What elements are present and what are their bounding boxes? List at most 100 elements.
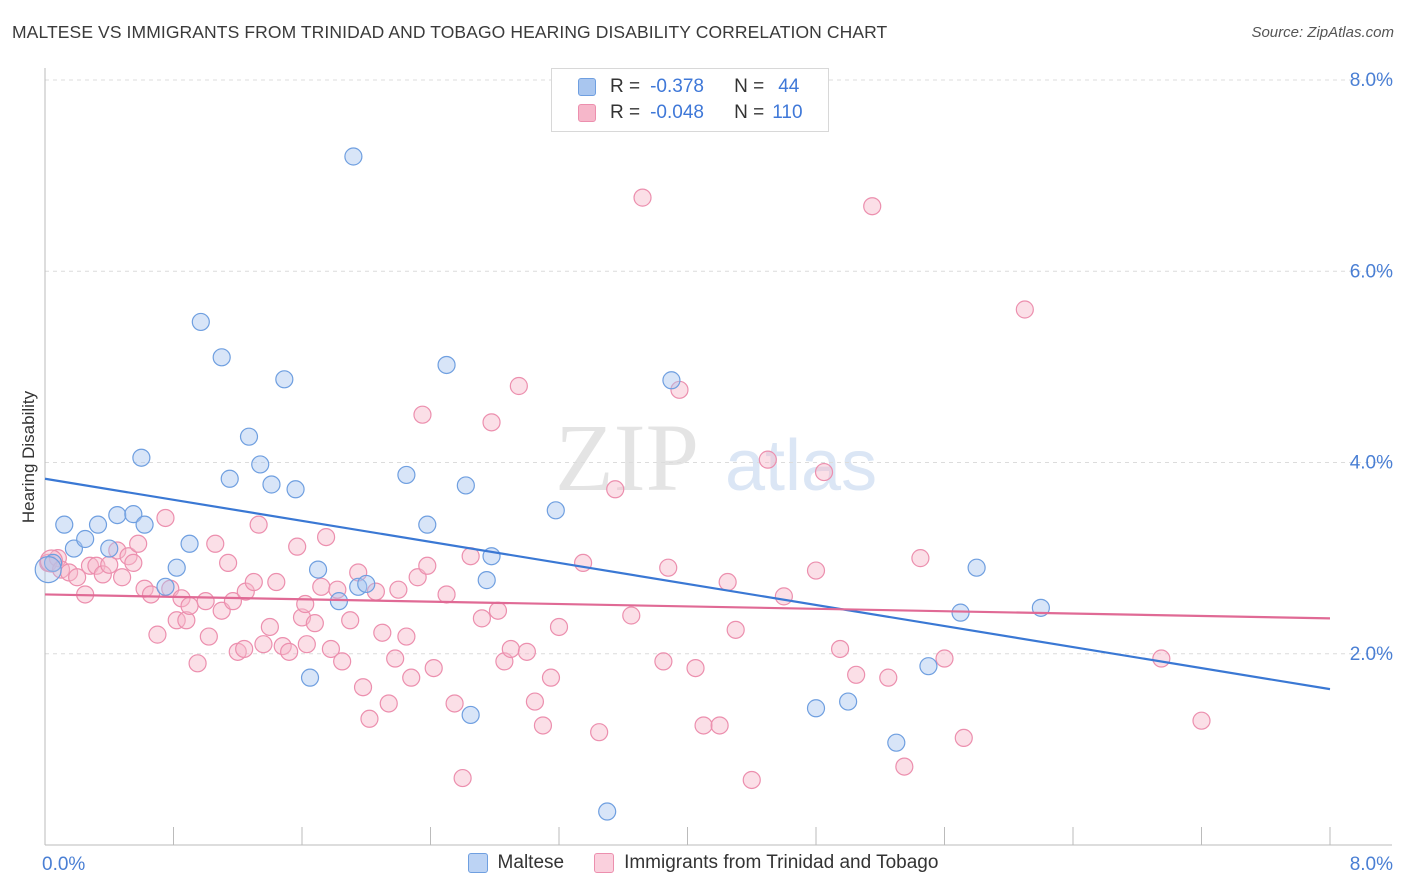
maltese-point: [212, 348, 231, 367]
y-tick-label: 4.0%: [1350, 453, 1393, 474]
trinidad-point: [453, 768, 472, 788]
maltese-point: [251, 455, 270, 474]
y-axis-label: Hearing Disability: [19, 390, 38, 523]
maltese-point: [456, 476, 475, 495]
trinidad-point: [328, 580, 347, 599]
trinidad-point: [177, 611, 196, 630]
trinidad-point: [129, 534, 148, 553]
trinidad-point: [288, 537, 307, 556]
legend-item-maltese[interactable]: Maltese: [467, 852, 565, 874]
trinidad-point: [590, 723, 609, 742]
trinidad-point: [413, 405, 432, 424]
trinidad-point: [437, 585, 456, 604]
maltese-point-cluster: [34, 555, 62, 584]
trinidad-point: [488, 601, 508, 620]
maltese-point: [76, 529, 95, 549]
maltese-point: [887, 733, 906, 752]
trinidad-point: [397, 627, 416, 646]
trinidad-point: [100, 555, 119, 574]
trinidad-point: [758, 450, 777, 469]
trinidad-point: [517, 642, 536, 661]
maltese-point: [191, 312, 210, 332]
trinidad-point: [418, 556, 437, 575]
maltese-point: [124, 505, 143, 524]
x-tick-label: 0.0%: [42, 854, 85, 875]
trinidad-point: [199, 627, 218, 646]
trinidad-point: [654, 652, 673, 671]
maltese-point: [220, 469, 239, 488]
watermark-zip: ZIP: [555, 404, 699, 511]
maltese-point: [132, 448, 151, 467]
trinidad-point: [297, 635, 316, 654]
gridlines: [45, 79, 1392, 655]
legend-n-value: 44: [778, 76, 800, 97]
trinidad-point: [482, 413, 501, 432]
trinidad-point: [742, 770, 761, 790]
maltese-point: [357, 574, 376, 594]
series-legend: Maltese Immigrants from Trinidad and Tob…: [0, 852, 1406, 874]
maltese-point: [88, 515, 108, 534]
maltese-point: [919, 657, 938, 676]
trinidad-point: [445, 694, 464, 713]
maltese-point: [286, 480, 305, 499]
maltese-trendline: [44, 477, 1331, 691]
trinidad-point: [360, 709, 379, 728]
trendlines: [44, 477, 1331, 691]
stats-legend: R = -0.378 N = 44 R = -0.048 N = 110: [551, 68, 829, 132]
y-tick-label: 8.0%: [1350, 70, 1393, 91]
legend-swatch-blue: [578, 78, 596, 96]
maltese-point: [275, 370, 294, 389]
trinidad-point: [525, 692, 545, 711]
maltese-point: [461, 705, 480, 725]
maltese-point: [55, 515, 74, 534]
trinidad-point: [260, 617, 279, 637]
trinidad-point: [68, 568, 87, 587]
trinidad-point: [312, 577, 331, 596]
maltese-point: [239, 427, 259, 446]
trinidad-point: [280, 642, 299, 661]
trinidad-point: [895, 757, 914, 776]
trinidad-point: [863, 197, 882, 216]
trinidad-point: [472, 609, 491, 628]
series-trinidad-points: [39, 188, 1211, 790]
maltese-point: [397, 465, 416, 485]
maltese-point: [437, 355, 456, 375]
trinidad-point: [686, 658, 705, 678]
trinidad-point: [1192, 711, 1211, 730]
maltese-point: [329, 592, 349, 611]
trinidad-point: [156, 508, 175, 528]
legend-item-trinidad[interactable]: Immigrants from Trinidad and Tobago: [594, 852, 938, 874]
trinidad-point: [219, 553, 238, 573]
trinidad-point: [1015, 300, 1034, 319]
trinidad-point: [254, 635, 273, 654]
maltese-point: [100, 539, 119, 558]
trinidad-point: [718, 572, 737, 592]
legend-n-label: N =: [734, 102, 765, 123]
maltese-point: [156, 577, 175, 596]
trinidad-point: [402, 668, 421, 687]
trinidad-point: [830, 639, 850, 659]
trinidad-point: [180, 596, 199, 616]
maltese-point: [167, 558, 186, 577]
trinidad-point: [847, 665, 866, 684]
maltese-point: [344, 147, 363, 166]
trinidad-point: [954, 728, 973, 748]
legend-label-maltese: Maltese: [497, 852, 565, 873]
legend-r-label: R =: [610, 102, 641, 123]
legend-swatch-pink: [594, 853, 615, 873]
trinidad-point: [710, 716, 729, 735]
maltese-point: [967, 558, 986, 577]
maltese-point: [598, 802, 617, 821]
trinidad-point: [533, 716, 553, 735]
trinidad-point: [622, 606, 641, 625]
trinidad-point: [911, 549, 930, 568]
trinidad-point: [1152, 649, 1171, 668]
trinidad-point: [879, 668, 898, 687]
y-tick-label: 6.0%: [1350, 261, 1393, 282]
trinidad-point: [167, 611, 186, 630]
maltese-point: [262, 475, 281, 494]
trinidad-point: [694, 716, 713, 735]
legend-r-value: -0.378: [650, 76, 704, 97]
trinidad-point: [188, 654, 207, 673]
